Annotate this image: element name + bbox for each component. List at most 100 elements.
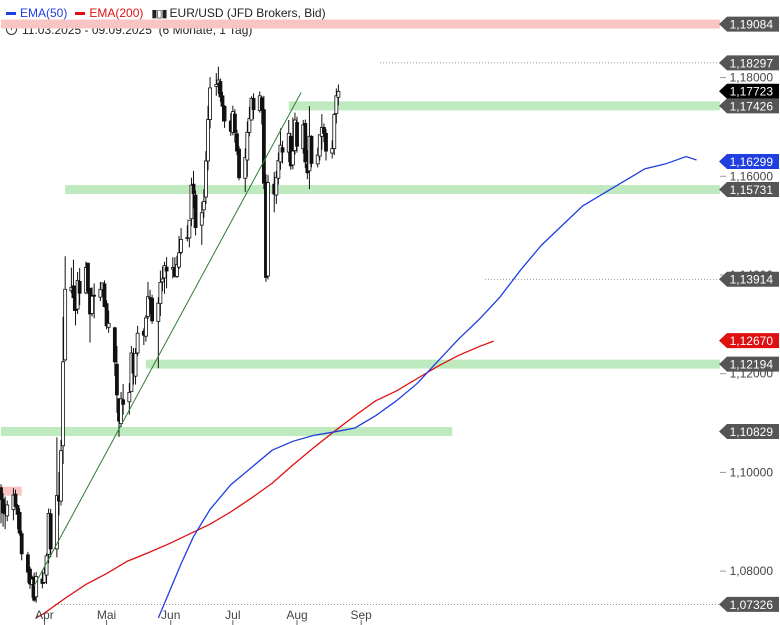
candle-body xyxy=(177,252,181,268)
candle-body xyxy=(280,147,285,153)
candle-body xyxy=(332,114,337,150)
candle-body xyxy=(90,295,94,314)
candle xyxy=(309,135,314,168)
candle xyxy=(104,300,109,330)
candle xyxy=(115,346,119,413)
candle xyxy=(13,489,18,508)
candle-body xyxy=(214,84,219,87)
x-tick-label: Jun xyxy=(161,608,180,622)
candle xyxy=(201,189,206,218)
candle-body xyxy=(104,303,109,327)
candle-body xyxy=(259,97,264,111)
candle xyxy=(274,170,279,204)
legend-ema200: EMA(200) xyxy=(75,6,143,20)
candle xyxy=(28,566,32,589)
price-badge-label: 1,18297 xyxy=(730,56,774,70)
price-badge: 1,12194 xyxy=(719,356,779,372)
candle-body xyxy=(295,122,299,147)
candle xyxy=(63,256,68,362)
y-tick-label: 1,16000 xyxy=(730,169,774,183)
candle xyxy=(261,95,266,190)
candle xyxy=(121,384,126,415)
candle-body xyxy=(77,280,82,294)
candlestick-icon: ▮▯▮ xyxy=(151,8,167,20)
candle-body xyxy=(92,294,97,297)
candle xyxy=(336,84,341,106)
candle xyxy=(278,128,283,170)
candle-body xyxy=(208,87,212,120)
candle-body xyxy=(34,576,39,598)
candle-body xyxy=(112,327,117,363)
zone-green-2 xyxy=(65,185,721,195)
candle-body xyxy=(245,131,250,161)
price-badge-label: 1,16299 xyxy=(730,155,774,169)
candle-body xyxy=(276,160,281,179)
candle-body xyxy=(278,144,283,163)
candle-body xyxy=(61,361,65,447)
candle xyxy=(259,95,264,125)
candle xyxy=(179,228,183,255)
candle-body xyxy=(235,133,239,152)
candle-body xyxy=(179,239,183,253)
candle-body xyxy=(146,296,150,317)
candle-body xyxy=(218,81,223,98)
candle xyxy=(106,310,111,333)
candle xyxy=(330,140,335,159)
candle-body xyxy=(0,487,3,500)
price-badge-label: 1,17426 xyxy=(730,99,774,113)
candle xyxy=(98,281,103,302)
candle-body xyxy=(199,212,204,226)
price-badge: 1,07326 xyxy=(719,596,779,612)
candle-body xyxy=(266,182,270,277)
price-badge-bg xyxy=(719,55,779,71)
price-badge-bg xyxy=(719,98,779,114)
price-badge-bg xyxy=(719,271,779,287)
legend-row-1: EMA(50) EMA(200) ▮▯▮ EUR/USD (JFD Brokers, … xyxy=(6,5,326,22)
candle xyxy=(71,259,76,312)
candle-body xyxy=(261,109,266,184)
candle xyxy=(303,119,308,168)
price-badge-label: 1,19084 xyxy=(730,18,774,32)
candle-body xyxy=(164,266,169,272)
zone-green-3 xyxy=(145,359,720,369)
price-badge-bg xyxy=(719,154,779,170)
price-badge-label: 1,15731 xyxy=(730,183,774,197)
price-badge: 1,18297 xyxy=(719,55,779,71)
candle xyxy=(233,109,237,143)
price-badge-bg xyxy=(719,356,779,372)
candle-body xyxy=(102,283,107,307)
legend-ema200-label: EMA(200) xyxy=(89,6,144,20)
candle-body xyxy=(1,498,5,514)
legend-ema50: EMA(50) xyxy=(6,6,67,20)
candle xyxy=(206,105,210,171)
candle xyxy=(90,287,94,317)
candle-body xyxy=(201,201,206,211)
candle xyxy=(143,314,148,342)
ema50-swatch-icon xyxy=(6,12,16,16)
candle-body xyxy=(162,265,167,279)
candle xyxy=(266,174,270,280)
candle-body xyxy=(19,533,24,555)
candle xyxy=(15,503,20,530)
x-tick-label: Mai xyxy=(97,608,116,622)
candle xyxy=(280,140,285,164)
candle xyxy=(187,219,192,248)
candle xyxy=(193,190,198,236)
candle xyxy=(220,91,225,122)
candle xyxy=(251,93,256,120)
candle-body xyxy=(334,95,339,114)
price-badge: 1,19084 xyxy=(719,16,779,32)
candle xyxy=(102,280,107,308)
candle-body xyxy=(48,513,53,550)
candle-body xyxy=(206,119,210,162)
candle xyxy=(204,151,208,204)
candle xyxy=(135,325,140,356)
candle-body xyxy=(59,450,63,502)
candle xyxy=(191,170,196,209)
price-badge: 1,17723 xyxy=(719,83,779,99)
candle-body xyxy=(106,322,111,328)
candle-body xyxy=(336,90,341,98)
legend-ema50-label: EMA(50) xyxy=(20,6,68,20)
candle xyxy=(61,316,65,465)
